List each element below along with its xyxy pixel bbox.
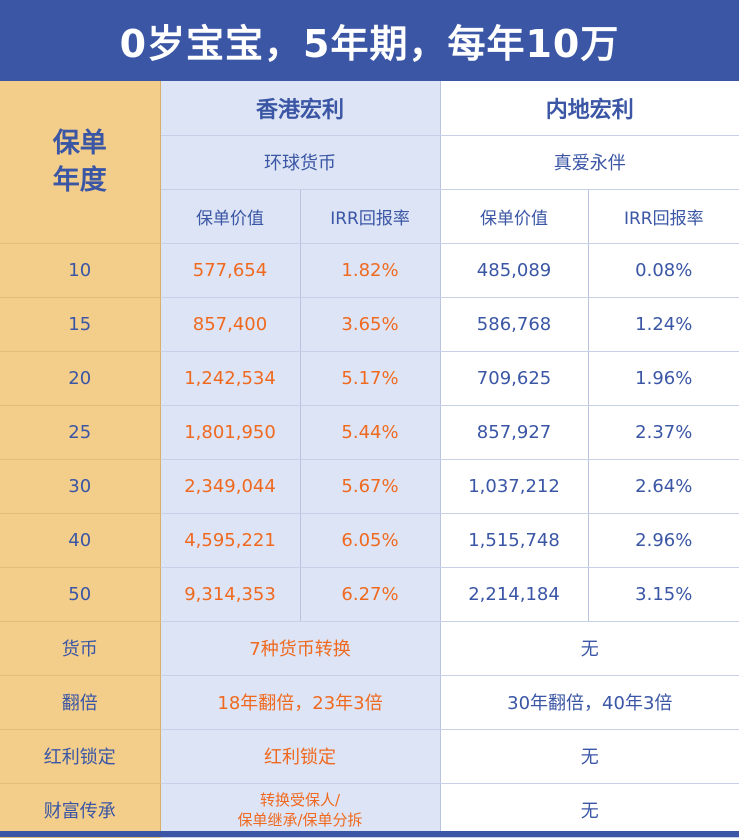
table-row: 30 2,349,044 5.67% 1,037,212 2.64% (0, 459, 739, 514)
hk-inheritance-line-2: 保单继承/保单分拆 (237, 811, 363, 829)
feature-row: 货币 7种货币转换 无 (0, 621, 739, 676)
ml-value-cell: 485,089 (440, 243, 589, 298)
ml-value-cell: 857,927 (440, 405, 589, 460)
hk-feature-doubling: 18年翻倍，23年3倍 (160, 675, 441, 730)
hk-value-cell: 857,400 (160, 297, 301, 352)
ml-value-cell: 1,037,212 (440, 459, 589, 514)
ml-irr-header: IRR回报率 (588, 189, 739, 244)
table-row: 50 9,314,353 6.27% 2,214,184 3.15% (0, 567, 739, 622)
year-cell: 25 (0, 405, 161, 460)
year-column-header: 保单年度 (0, 81, 161, 244)
ml-irr-cell: 2.96% (588, 513, 739, 568)
header-brand-row: 保单年度 香港宏利 内地宏利 (0, 81, 739, 244)
ml-feature-doubling: 30年翻倍，40年3倍 (440, 675, 739, 730)
ml-irr-cell: 1.24% (588, 297, 739, 352)
hk-product-header: 环球货币 (160, 135, 441, 190)
hk-irr-cell: 5.67% (300, 459, 441, 514)
header-metric-row: 保单价值 IRR回报率 保单价值 IRR回报率 (0, 189, 739, 244)
ml-irr-cell: 2.64% (588, 459, 739, 514)
ml-irr-cell: 3.15% (588, 567, 739, 622)
year-cell: 30 (0, 459, 161, 514)
ml-value-header: 保单价值 (440, 189, 589, 244)
ml-feature-bonus-lock: 无 (440, 729, 739, 784)
header-product-row: 环球货币 真爱永伴 (0, 135, 739, 190)
year-cell: 40 (0, 513, 161, 568)
year-header-label: 保单年度 (52, 127, 107, 196)
feature-label-inheritance: 财富传承 (0, 783, 161, 838)
ml-product-header: 真爱永伴 (440, 135, 739, 190)
year-cell: 20 (0, 351, 161, 406)
year-cell: 50 (0, 567, 161, 622)
ml-brand-header: 内地宏利 (440, 81, 739, 136)
ml-value-cell: 586,768 (440, 297, 589, 352)
feature-label-currency: 货币 (0, 621, 161, 676)
feature-label-bonus-lock: 红利锁定 (0, 729, 161, 784)
hk-value-cell: 1,242,534 (160, 351, 301, 406)
year-cell: 15 (0, 297, 161, 352)
ml-feature-currency: 无 (440, 621, 739, 676)
hk-irr-cell: 6.27% (300, 567, 441, 622)
feature-label-doubling: 翻倍 (0, 675, 161, 730)
hk-value-cell: 2,349,044 (160, 459, 301, 514)
table-row: 40 4,595,221 6.05% 1,515,748 2.96% (0, 513, 739, 568)
hk-irr-cell: 6.05% (300, 513, 441, 568)
hk-irr-cell: 5.44% (300, 405, 441, 460)
ml-value-cell: 2,214,184 (440, 567, 589, 622)
bottom-border (0, 831, 739, 837)
comparison-table: 保单年度 香港宏利 内地宏利 环球货币 真爱永伴 保单价值 IRR回报率 保单价… (0, 81, 739, 838)
table-row: 15 857,400 3.65% 586,768 1.24% (0, 297, 739, 352)
page-title: 0岁宝宝，5年期，每年10万 (0, 0, 739, 81)
feature-row: 红利锁定 红利锁定 无 (0, 729, 739, 784)
hk-feature-inheritance: 转换受保人/ 保单继承/保单分拆 (160, 783, 441, 838)
hk-value-cell: 577,654 (160, 243, 301, 298)
table-row: 20 1,242,534 5.17% 709,625 1.96% (0, 351, 739, 406)
hk-irr-header: IRR回报率 (300, 189, 441, 244)
table-row: 10 577,654 1.82% 485,089 0.08% (0, 243, 739, 298)
hk-inheritance-line-1: 转换受保人/ (259, 791, 341, 809)
ml-irr-cell: 1.96% (588, 351, 739, 406)
ml-feature-inheritance: 无 (440, 783, 739, 838)
hk-irr-cell: 5.17% (300, 351, 441, 406)
hk-brand-header: 香港宏利 (160, 81, 441, 136)
hk-value-cell: 9,314,353 (160, 567, 301, 622)
hk-feature-bonus-lock: 红利锁定 (160, 729, 441, 784)
ml-value-cell: 709,625 (440, 351, 589, 406)
hk-feature-currency: 7种货币转换 (160, 621, 441, 676)
feature-row: 翻倍 18年翻倍，23年3倍 30年翻倍，40年3倍 (0, 675, 739, 730)
hk-irr-cell: 3.65% (300, 297, 441, 352)
feature-row: 财富传承 转换受保人/ 保单继承/保单分拆 无 (0, 783, 739, 838)
hk-value-cell: 1,801,950 (160, 405, 301, 460)
hk-value-cell: 4,595,221 (160, 513, 301, 568)
ml-value-cell: 1,515,748 (440, 513, 589, 568)
ml-irr-cell: 2.37% (588, 405, 739, 460)
hk-value-header: 保单价值 (160, 189, 301, 244)
table-row: 25 1,801,950 5.44% 857,927 2.37% (0, 405, 739, 460)
hk-irr-cell: 1.82% (300, 243, 441, 298)
year-cell: 10 (0, 243, 161, 298)
ml-irr-cell: 0.08% (588, 243, 739, 298)
